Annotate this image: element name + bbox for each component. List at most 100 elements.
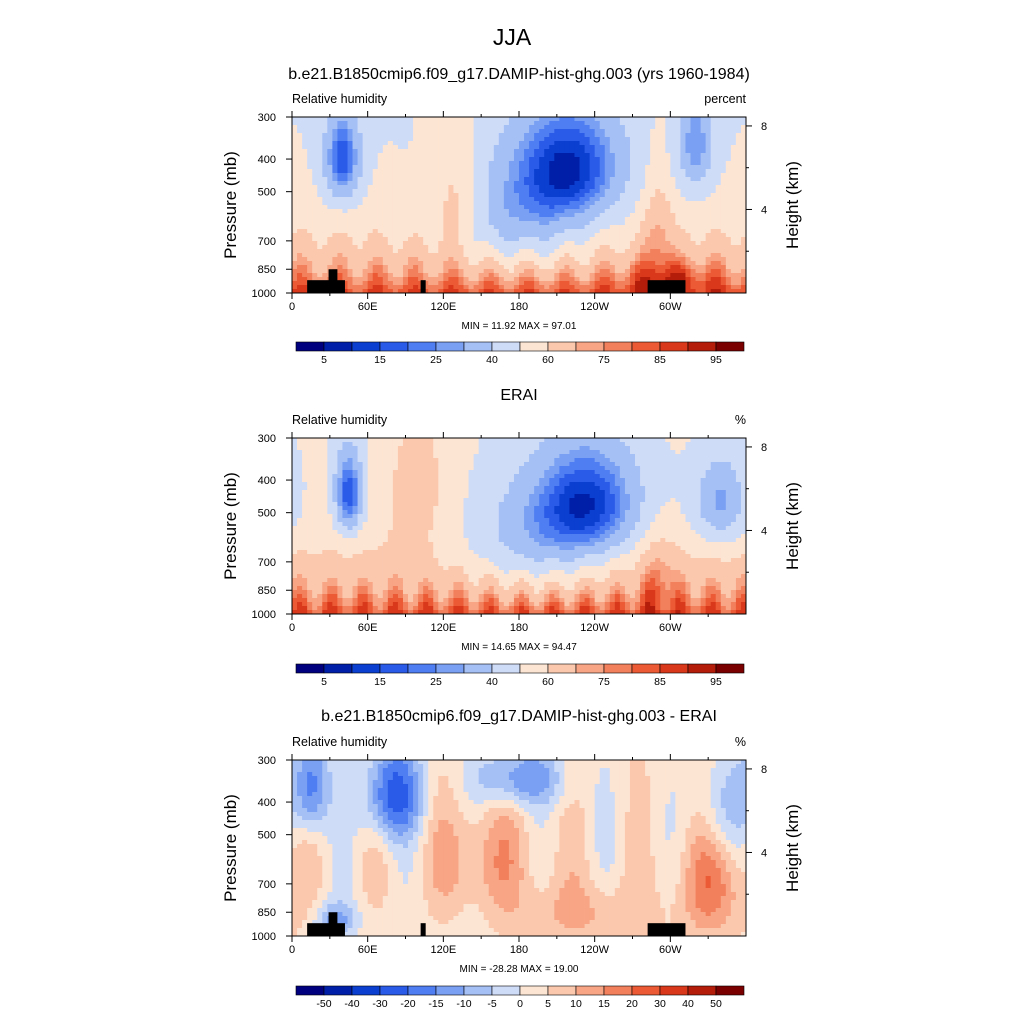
colorbar-box [687,341,717,352]
colorbar-label: 10 [570,998,582,1010]
colorbar-box [407,341,437,352]
colorbar-label: 75 [598,676,610,688]
colorbar-box [491,341,521,352]
colorbar-label: -40 [344,998,359,1010]
colorbar-box [575,663,605,674]
colorbar-label: 20 [626,998,638,1010]
colorbar-box [323,341,353,352]
variable-label: Relative humidity [292,92,388,106]
colorbar-box [491,985,521,996]
y-tick-label: 500 [258,830,276,842]
units-label: percent [704,92,746,106]
y2-tick-label: 4 [761,847,767,859]
colorbar-box [323,985,353,996]
terrain-mask [307,269,686,293]
y2-tick-label: 8 [761,121,767,133]
colorbar-label: 40 [486,676,498,688]
terrain-block [307,280,345,293]
colorbar-label: 40 [682,998,694,1010]
variable-label: Relative humidity [292,735,388,749]
colorbar-label: 95 [710,676,722,688]
panel-title: b.e21.B1850cmip6.f09_g17.DAMIP-hist-ghg.… [288,66,750,83]
contour-field [292,438,746,614]
colorbar-box [435,985,465,996]
y2-axis-label: Height (km) [783,482,802,570]
y-tick-label: 300 [258,433,276,445]
colorbar-box [631,341,661,352]
colorbar-label: 30 [654,998,666,1010]
x-tick-label: 120E [430,944,456,956]
colorbar-box [631,663,661,674]
y-tick-label: 400 [258,475,276,487]
y-tick-label: 850 [258,907,276,919]
terrain-block [647,923,686,936]
colorbar-box [435,341,465,352]
colorbar-label: 60 [542,676,554,688]
colorbar: 5 15 25 40 60 75 85 95 [295,341,745,366]
colorbar-label: 50 [710,998,722,1010]
colorbar-label: 25 [430,676,442,688]
panel-2: ERAI Relative humidity % 0 60E 120E 180 120W 60W… [221,387,802,688]
panel-1: b.e21.B1850cmip6.f09_g17.DAMIP-hist-ghg.… [221,66,802,366]
colorbar-box [519,985,549,996]
colorbar-box [715,341,745,352]
y-tick-label: 500 [258,187,276,199]
x-tick-label: 120W [580,622,609,634]
y-tick-label: 850 [258,585,276,597]
colorbar-box [603,663,633,674]
colorbar-box [715,663,745,674]
colorbar-label: 85 [654,676,666,688]
y2-tick-label: 4 [761,525,767,537]
variable-label: Relative humidity [292,413,388,427]
y2-tick-label: 8 [761,442,767,454]
min-max-stats: MIN = -28.28 MAX = 19.00 [460,964,579,975]
x-tick-label: 0 [289,944,295,956]
x-tick-label: 180 [510,622,528,634]
colorbar-box [519,341,549,352]
y-axis-label: Pressure (mb) [221,151,240,259]
colorbar-label: 5 [321,354,327,366]
y-tick-label: 300 [258,112,276,124]
colorbar-box [379,985,409,996]
colorbar-label: 5 [545,998,551,1010]
colorbar-box [435,663,465,674]
colorbar-box [631,985,661,996]
terrain-block [420,923,426,936]
x-tick-label: 120E [430,622,456,634]
terrain-block [328,912,338,936]
y-tick-label: 1000 [252,931,276,943]
colorbar-label: 15 [598,998,610,1010]
colorbar: -50 -40 -30 -20 -15 -10 -5 0 5 10 15 20 30 40 50 [295,985,745,1010]
y-tick-label: 1000 [252,288,276,300]
colorbar-label: 0 [517,998,523,1010]
y-tick-label: 400 [258,154,276,166]
y2-axis-label: Height (km) [783,161,802,249]
colorbar-box [463,663,493,674]
y2-tick-label: 8 [761,764,767,776]
terrain-block [647,280,686,293]
colorbar-box [407,663,437,674]
terrain-mask [307,912,686,936]
colorbar-box [295,663,325,674]
colorbar-box [547,341,577,352]
colorbar-label: -5 [487,998,496,1010]
colorbar-box [547,663,577,674]
units-label: % [735,413,746,427]
colorbar-box [659,985,689,996]
panel-title: b.e21.B1850cmip6.f09_g17.DAMIP-hist-ghg.… [321,708,717,725]
colorbar-label: 15 [374,354,386,366]
colorbar-box [659,663,689,674]
colorbar-label: 85 [654,354,666,366]
colorbar-label: 75 [598,354,610,366]
x-tick-label: 180 [510,944,528,956]
y-axis-label: Pressure (mb) [221,472,240,580]
colorbar-box [575,341,605,352]
colorbar-box [659,341,689,352]
colorbar-box [295,985,325,996]
colorbar-label: 95 [710,354,722,366]
y-tick-label: 700 [258,236,276,248]
panel-title: ERAI [500,387,537,404]
x-tick-label: 60E [358,944,378,956]
units-label: % [735,735,746,749]
